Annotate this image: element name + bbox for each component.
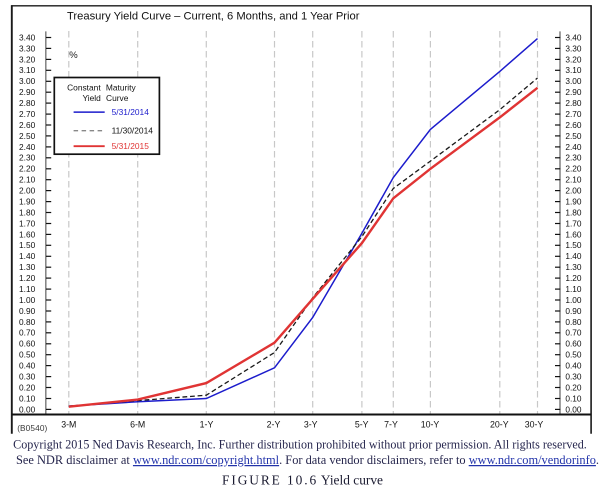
svg-text:2.90: 2.90 — [565, 87, 582, 97]
svg-text:2.00: 2.00 — [565, 186, 582, 196]
svg-text:3.30: 3.30 — [565, 43, 582, 53]
svg-text:Yield: Yield — [82, 93, 101, 103]
svg-text:2.00: 2.00 — [19, 186, 36, 196]
svg-text:2.30: 2.30 — [565, 153, 582, 163]
svg-text:3.00: 3.00 — [19, 76, 36, 86]
svg-text:7-Y: 7-Y — [384, 419, 398, 429]
svg-text:0.10: 0.10 — [565, 393, 582, 403]
svg-text:3.40: 3.40 — [19, 32, 36, 42]
svg-text:1.90: 1.90 — [565, 197, 582, 207]
svg-text:0.10: 0.10 — [19, 393, 36, 403]
svg-text:3.10: 3.10 — [565, 65, 582, 75]
svg-text:2.90: 2.90 — [19, 87, 36, 97]
svg-text:2.50: 2.50 — [565, 131, 582, 141]
svg-text:1.60: 1.60 — [565, 229, 582, 239]
svg-text:0.50: 0.50 — [19, 350, 36, 360]
svg-text:See NDR disclaimer at www.ndr.: See NDR disclaimer at www.ndr.com/copyri… — [16, 453, 599, 467]
svg-text:0.90: 0.90 — [565, 306, 582, 316]
svg-text:Constant: Constant — [67, 83, 101, 93]
svg-text:5/31/2015: 5/31/2015 — [112, 141, 150, 151]
svg-text:2.50: 2.50 — [19, 131, 36, 141]
svg-text:0.50: 0.50 — [565, 350, 582, 360]
svg-text:FIGURE 10.6 Yield curve: FIGURE 10.6 Yield curve — [222, 473, 383, 488]
svg-text:1.50: 1.50 — [565, 240, 582, 250]
svg-text:0.40: 0.40 — [565, 361, 582, 371]
svg-text:0.00: 0.00 — [19, 404, 36, 414]
svg-text:1.80: 1.80 — [565, 207, 582, 217]
svg-text:6-M: 6-M — [130, 419, 145, 429]
svg-text:3-Y: 3-Y — [304, 419, 318, 429]
svg-text:1.20: 1.20 — [19, 273, 36, 283]
svg-text:10-Y: 10-Y — [421, 419, 440, 429]
svg-text:2.40: 2.40 — [565, 142, 582, 152]
svg-text:3-M: 3-M — [61, 419, 76, 429]
svg-text:0.70: 0.70 — [565, 328, 582, 338]
svg-text:1.00: 1.00 — [19, 295, 36, 305]
svg-text:1-Y: 1-Y — [200, 419, 214, 429]
svg-text:3.20: 3.20 — [19, 54, 36, 64]
svg-text:%: % — [69, 50, 78, 61]
svg-text:1.40: 1.40 — [565, 251, 582, 261]
svg-text:2.80: 2.80 — [565, 98, 582, 108]
svg-text:1.10: 1.10 — [565, 284, 582, 294]
svg-text:2.20: 2.20 — [565, 164, 582, 174]
svg-text:1.40: 1.40 — [19, 251, 36, 261]
svg-text:3.10: 3.10 — [19, 65, 36, 75]
svg-text:0.40: 0.40 — [19, 361, 36, 371]
svg-text:1.20: 1.20 — [565, 273, 582, 283]
svg-text:2.10: 2.10 — [19, 175, 36, 185]
svg-text:0.30: 0.30 — [565, 372, 582, 382]
svg-text:2.70: 2.70 — [19, 109, 36, 119]
svg-text:5-Y: 5-Y — [355, 419, 369, 429]
svg-text:0.20: 0.20 — [565, 382, 582, 392]
svg-text:1.30: 1.30 — [19, 262, 36, 272]
svg-text:0.20: 0.20 — [19, 382, 36, 392]
svg-text:Copyright 2015 Ned Davis Resea: Copyright 2015 Ned Davis Research, Inc. … — [13, 438, 587, 452]
svg-text:2.10: 2.10 — [565, 175, 582, 185]
svg-text:5/31/2014: 5/31/2014 — [112, 107, 150, 117]
svg-text:2.30: 2.30 — [19, 153, 36, 163]
svg-text:2.60: 2.60 — [565, 120, 582, 130]
svg-text:3.20: 3.20 — [565, 54, 582, 64]
svg-text:0.80: 0.80 — [565, 317, 582, 327]
svg-text:1.70: 1.70 — [19, 218, 36, 228]
svg-text:0.30: 0.30 — [19, 372, 36, 382]
svg-text:2.60: 2.60 — [19, 120, 36, 130]
svg-text:2.20: 2.20 — [19, 164, 36, 174]
svg-text:Treasury Yield Curve – Current: Treasury Yield Curve – Current, 6 Months… — [67, 11, 360, 23]
svg-text:11/30/2014: 11/30/2014 — [112, 125, 154, 135]
svg-text:20-Y: 20-Y — [490, 419, 509, 429]
svg-text:Maturity: Maturity — [106, 83, 137, 93]
svg-text:2.70: 2.70 — [565, 109, 582, 119]
svg-text:2.80: 2.80 — [19, 98, 36, 108]
svg-text:2.40: 2.40 — [19, 142, 36, 152]
svg-text:3.40: 3.40 — [565, 32, 582, 42]
svg-text:0.60: 0.60 — [565, 339, 582, 349]
svg-text:1.90: 1.90 — [19, 197, 36, 207]
svg-text:3.30: 3.30 — [19, 43, 36, 53]
svg-text:1.60: 1.60 — [19, 229, 36, 239]
svg-text:1.70: 1.70 — [565, 218, 582, 228]
svg-text:1.50: 1.50 — [19, 240, 36, 250]
svg-text:0.70: 0.70 — [19, 328, 36, 338]
svg-text:0.80: 0.80 — [19, 317, 36, 327]
svg-text:30-Y: 30-Y — [525, 419, 544, 429]
svg-text:0.90: 0.90 — [19, 306, 36, 316]
svg-text:3.00: 3.00 — [565, 76, 582, 86]
svg-text:Curve: Curve — [106, 93, 129, 103]
svg-text:1.10: 1.10 — [19, 284, 36, 294]
svg-text:0.60: 0.60 — [19, 339, 36, 349]
svg-text:1.30: 1.30 — [565, 262, 582, 272]
svg-text:1.80: 1.80 — [19, 207, 36, 217]
svg-text:(B0540): (B0540) — [17, 423, 47, 433]
svg-text:0.00: 0.00 — [565, 404, 582, 414]
svg-text:1.00: 1.00 — [565, 295, 582, 305]
svg-text:2-Y: 2-Y — [267, 419, 281, 429]
